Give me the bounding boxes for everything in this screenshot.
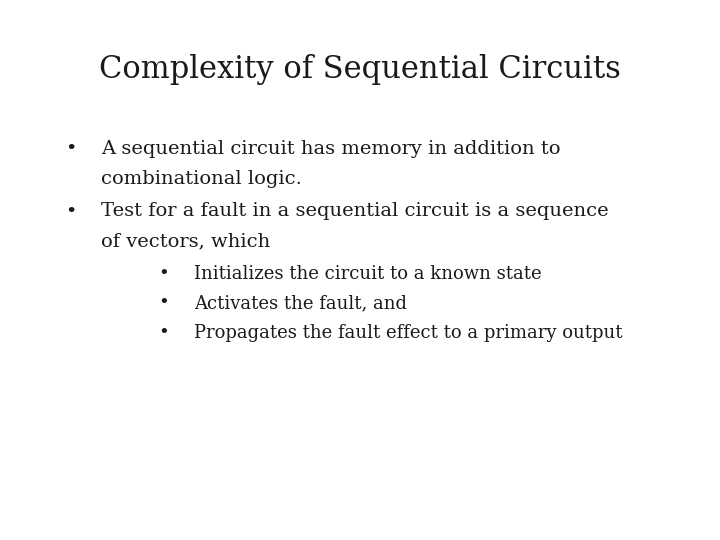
Text: A sequential circuit has memory in addition to: A sequential circuit has memory in addit… xyxy=(101,140,560,158)
Text: combinational logic.: combinational logic. xyxy=(101,170,302,188)
Text: •: • xyxy=(65,202,76,220)
Text: Activates the fault, and: Activates the fault, and xyxy=(194,294,408,312)
Text: •: • xyxy=(158,294,169,312)
Text: •: • xyxy=(158,265,169,282)
Text: Test for a fault in a sequential circuit is a sequence: Test for a fault in a sequential circuit… xyxy=(101,202,608,220)
Text: Initializes the circuit to a known state: Initializes the circuit to a known state xyxy=(194,265,542,282)
Text: •: • xyxy=(158,324,169,342)
Text: Propagates the fault effect to a primary output: Propagates the fault effect to a primary… xyxy=(194,324,623,342)
Text: •: • xyxy=(65,140,76,158)
Text: Complexity of Sequential Circuits: Complexity of Sequential Circuits xyxy=(99,54,621,85)
Text: of vectors, which: of vectors, which xyxy=(101,232,270,250)
